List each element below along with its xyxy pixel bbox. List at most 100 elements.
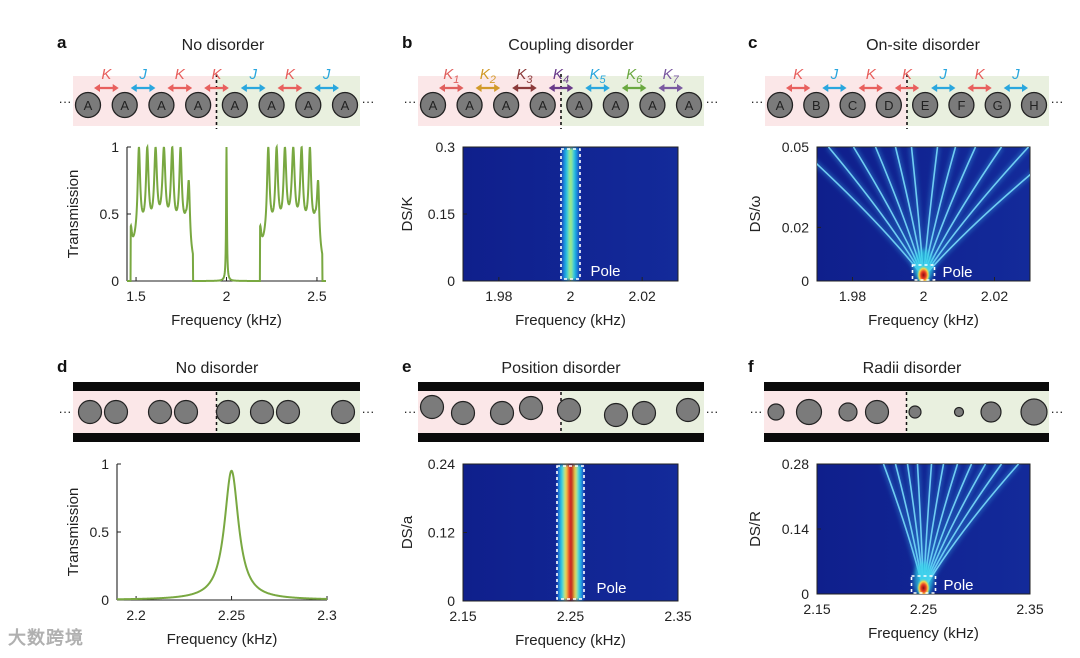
arrowhead-right	[913, 84, 920, 92]
arrowhead-left	[585, 84, 592, 92]
arrowhead-left	[967, 84, 974, 92]
arrowhead-right	[333, 84, 339, 92]
resonator-site	[184, 91, 212, 119]
coupling-subscript: 5	[600, 74, 607, 86]
scatterer	[953, 406, 965, 418]
y-tick-label: 0.24	[428, 456, 455, 472]
site-label: A	[84, 98, 93, 113]
scatterer	[838, 402, 858, 422]
y-tick-label: 1	[101, 456, 109, 472]
waveguide: ··· ···	[750, 382, 1064, 442]
arrowhead-left	[512, 84, 519, 92]
coupling-subscript: 2	[489, 74, 496, 86]
x-tick-label: 1.5	[126, 288, 146, 304]
site-label: F	[957, 98, 965, 113]
resonator-site	[148, 91, 175, 119]
arrowhead-right	[876, 84, 883, 92]
x-tick-label: 2.2	[126, 607, 146, 623]
y-tick-label: 0.12	[428, 525, 455, 541]
arrowhead-right	[296, 84, 303, 92]
site-label: A	[194, 98, 203, 113]
arrowhead-left	[240, 84, 247, 92]
waveguide-wall-top	[73, 382, 360, 391]
panel-title: On-site disorder	[866, 37, 980, 54]
site-chain: ··· ··· K J K K J K J A B C D E F G H	[751, 66, 1064, 129]
y-tick-label: 0.5	[90, 524, 110, 540]
y-tick-label: 0.15	[428, 206, 455, 222]
waveguide-wall-top	[764, 382, 1049, 391]
resonator-site	[456, 91, 483, 119]
ellipsis-right: ···	[362, 404, 375, 419]
site-label: A	[231, 98, 240, 113]
x-tick-label: 1.98	[485, 288, 512, 304]
resonator-site	[221, 91, 249, 119]
coupling-label: K	[211, 66, 222, 83]
x-tick-label: 1.98	[839, 288, 866, 304]
site-label: A	[502, 98, 511, 113]
scatterer	[215, 399, 241, 425]
ellipsis-right: ···	[706, 404, 719, 419]
arrowhead-left	[439, 84, 445, 92]
site-chain: ··· ···K1 K2 K3 K4 K5 K6 K7A A A A A A A A	[404, 66, 719, 129]
resonator-site	[331, 91, 359, 119]
x-axis-label: Frequency (kHz)	[868, 625, 979, 642]
y-tick-label: 0	[447, 593, 455, 609]
coupling-label: K	[975, 66, 986, 83]
ellipsis-right: ···	[362, 94, 375, 109]
arrowhead-left	[1003, 84, 1010, 92]
coupling-label: J	[322, 66, 331, 83]
coupling-subscript: 3	[526, 74, 533, 86]
y-tick-label: 0	[447, 273, 455, 289]
resonator-site	[839, 91, 866, 119]
x-axis-label: Frequency (kHz)	[515, 632, 626, 649]
arrowhead-left	[858, 84, 865, 92]
ellipsis-left: ···	[751, 94, 764, 109]
pole-line	[557, 465, 584, 600]
site-chain: ··· ···K J K K J K JA A A A A A A A	[59, 66, 375, 129]
y-tick-label: 0.3	[436, 139, 456, 155]
resonator-site	[295, 91, 322, 119]
x-axis-label: Frequency (kHz)	[167, 631, 278, 648]
heatmap-chart: 1.98 2 2.02 0 0.02 0.05 Frequency (kHz) DS/ω Pol…	[747, 139, 1031, 329]
scatterer	[173, 399, 199, 425]
scatterer	[908, 405, 922, 419]
transmission-line	[127, 143, 326, 282]
pole-box	[560, 148, 581, 280]
ellipsis-right: ···	[1051, 404, 1064, 419]
arrowhead-right	[840, 84, 847, 92]
pole-label: Pole	[591, 263, 621, 280]
scatterer	[330, 399, 356, 425]
arrowhead-right	[149, 84, 156, 92]
y-tick-label: 0.14	[782, 521, 809, 537]
waveguide-wall-bottom	[73, 433, 360, 442]
scatterer	[450, 400, 476, 426]
scatterer	[864, 399, 890, 425]
resonator-site	[911, 91, 939, 119]
x-axis-label: Frequency (kHz)	[868, 312, 979, 329]
x-tick-label: 2.15	[803, 601, 830, 617]
resonator-site	[984, 91, 1011, 119]
y-tick-label: 0.05	[782, 139, 809, 155]
x-tick-label: 2.3	[317, 607, 337, 623]
y-axis-label: DS/ω	[747, 195, 764, 232]
arrowhead-right	[457, 84, 464, 92]
coupling-label: J	[138, 66, 147, 83]
resonator-site	[675, 91, 703, 119]
waveguide-wall-top	[418, 382, 704, 391]
panel-title: Position disorder	[501, 360, 621, 377]
x-tick-label: 2.35	[664, 608, 691, 624]
arrowhead-left	[822, 84, 829, 92]
waveguide-wall-bottom	[418, 433, 704, 442]
resonator-site	[803, 91, 830, 119]
scatterer	[603, 402, 629, 428]
resonator-site	[111, 91, 138, 119]
pole-label: Pole	[943, 264, 973, 281]
site-label: B	[812, 98, 821, 113]
arrowhead-right	[1022, 84, 1028, 92]
coupling-subscript: 7	[673, 74, 680, 86]
panel-title: Radii disorder	[863, 360, 962, 377]
pole-box	[556, 465, 585, 600]
arrowhead-right	[112, 84, 119, 92]
x-tick-label: 2.02	[981, 288, 1008, 304]
